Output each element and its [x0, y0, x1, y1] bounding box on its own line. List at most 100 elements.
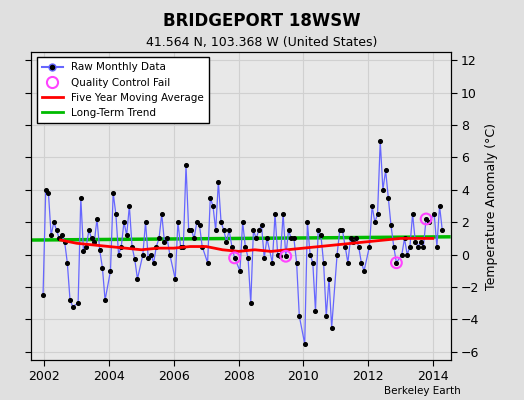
- Point: [392, 260, 401, 266]
- Point: [411, 238, 420, 245]
- Point: [141, 219, 150, 226]
- Point: [381, 167, 390, 174]
- Point: [406, 243, 414, 250]
- Point: [90, 238, 99, 245]
- Point: [389, 243, 398, 250]
- Point: [39, 292, 47, 298]
- Point: [231, 255, 239, 261]
- Point: [398, 252, 406, 258]
- Point: [309, 260, 317, 266]
- Text: Berkeley Earth: Berkeley Earth: [385, 386, 461, 396]
- Point: [155, 235, 163, 242]
- Point: [322, 313, 331, 320]
- Point: [133, 276, 141, 282]
- Point: [314, 227, 322, 234]
- Point: [74, 300, 82, 306]
- Point: [281, 253, 290, 260]
- Point: [206, 195, 214, 201]
- Point: [177, 243, 185, 250]
- Point: [346, 235, 355, 242]
- Point: [335, 227, 344, 234]
- Point: [220, 227, 228, 234]
- Point: [392, 260, 401, 266]
- Point: [55, 235, 63, 242]
- Point: [63, 260, 71, 266]
- Point: [225, 227, 233, 234]
- Point: [333, 252, 341, 258]
- Point: [316, 232, 325, 238]
- Point: [238, 219, 247, 226]
- Point: [303, 219, 312, 226]
- Point: [184, 227, 193, 234]
- Point: [198, 243, 206, 250]
- Point: [112, 211, 120, 217]
- Point: [349, 238, 357, 245]
- Point: [341, 243, 350, 250]
- Point: [66, 297, 74, 303]
- Point: [160, 238, 169, 245]
- Point: [295, 313, 303, 320]
- Point: [271, 211, 279, 217]
- Point: [379, 186, 387, 193]
- Point: [50, 219, 58, 226]
- Point: [44, 190, 52, 196]
- Point: [292, 260, 301, 266]
- Point: [195, 222, 204, 229]
- Point: [182, 162, 190, 169]
- Point: [79, 248, 88, 254]
- Point: [320, 260, 328, 266]
- Point: [244, 255, 252, 261]
- Point: [58, 232, 66, 238]
- Point: [274, 252, 282, 258]
- Point: [424, 219, 433, 226]
- Point: [77, 195, 85, 201]
- Point: [290, 235, 298, 242]
- Point: [438, 227, 446, 234]
- Point: [252, 235, 260, 242]
- Point: [285, 227, 293, 234]
- Point: [354, 243, 363, 250]
- Point: [422, 216, 430, 222]
- Point: [120, 219, 128, 226]
- Point: [123, 232, 131, 238]
- Point: [88, 235, 96, 242]
- Point: [114, 252, 123, 258]
- Point: [257, 222, 266, 229]
- Point: [52, 227, 61, 234]
- Point: [408, 211, 417, 217]
- Point: [174, 219, 182, 226]
- Point: [212, 227, 220, 234]
- Point: [41, 186, 50, 193]
- Point: [139, 252, 147, 258]
- Point: [158, 211, 166, 217]
- Legend: Raw Monthly Data, Quality Control Fail, Five Year Moving Average, Long-Term Tren: Raw Monthly Data, Quality Control Fail, …: [37, 57, 209, 123]
- Point: [370, 219, 379, 226]
- Point: [217, 219, 225, 226]
- Text: 41.564 N, 103.368 W (United States): 41.564 N, 103.368 W (United States): [146, 36, 378, 49]
- Point: [109, 190, 117, 196]
- Point: [85, 227, 93, 234]
- Point: [376, 138, 385, 144]
- Point: [222, 238, 231, 245]
- Point: [228, 243, 236, 250]
- Point: [95, 246, 104, 253]
- Point: [374, 211, 382, 217]
- Point: [179, 243, 188, 250]
- Point: [384, 195, 392, 201]
- Point: [163, 235, 171, 242]
- Point: [144, 255, 152, 261]
- Point: [279, 211, 287, 217]
- Point: [433, 243, 441, 250]
- Point: [106, 268, 115, 274]
- Point: [117, 243, 125, 250]
- Point: [417, 238, 425, 245]
- Point: [171, 276, 179, 282]
- Point: [249, 227, 258, 234]
- Point: [263, 235, 271, 242]
- Point: [166, 252, 174, 258]
- Point: [325, 276, 333, 282]
- Point: [47, 232, 56, 238]
- Point: [414, 243, 422, 250]
- Point: [193, 219, 201, 226]
- Point: [339, 227, 347, 234]
